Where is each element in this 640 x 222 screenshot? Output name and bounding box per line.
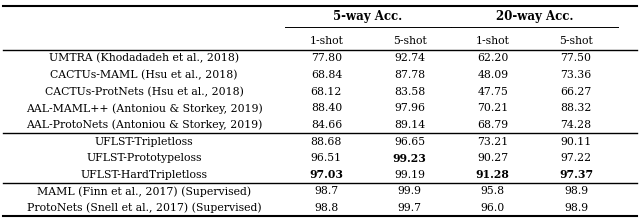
- Text: 73.21: 73.21: [477, 137, 508, 147]
- Text: 99.9: 99.9: [397, 186, 422, 196]
- Text: 1-shot: 1-shot: [476, 36, 509, 46]
- Text: CACTUs-MAML (Hsu et al., 2018): CACTUs-MAML (Hsu et al., 2018): [51, 70, 237, 80]
- Text: 73.36: 73.36: [561, 70, 591, 80]
- Text: 99.19: 99.19: [394, 170, 425, 180]
- Text: 77.80: 77.80: [311, 53, 342, 63]
- Text: 77.50: 77.50: [561, 53, 591, 63]
- Text: UFLST-HardTripletloss: UFLST-HardTripletloss: [81, 170, 207, 180]
- Text: UFLST-Prototypeloss: UFLST-Prototypeloss: [86, 153, 202, 163]
- Text: 47.75: 47.75: [477, 87, 508, 97]
- Text: 83.58: 83.58: [394, 87, 425, 97]
- Text: 96.0: 96.0: [481, 203, 505, 213]
- Text: 48.09: 48.09: [477, 70, 508, 80]
- Text: 98.7: 98.7: [314, 186, 339, 196]
- Text: 98.9: 98.9: [564, 186, 588, 196]
- Text: 74.28: 74.28: [561, 120, 591, 130]
- Text: 97.22: 97.22: [561, 153, 591, 163]
- Text: AAL-MAML++ (Antoniou & Storkey, 2019): AAL-MAML++ (Antoniou & Storkey, 2019): [26, 103, 262, 113]
- Text: 88.40: 88.40: [311, 103, 342, 113]
- Text: 96.65: 96.65: [394, 137, 425, 147]
- Text: 99.23: 99.23: [393, 153, 426, 164]
- Text: 97.03: 97.03: [309, 169, 344, 180]
- Text: 88.68: 88.68: [310, 137, 342, 147]
- Text: 99.7: 99.7: [397, 203, 422, 213]
- Text: 97.37: 97.37: [559, 169, 593, 180]
- Text: 87.78: 87.78: [394, 70, 425, 80]
- Text: 68.79: 68.79: [477, 120, 508, 130]
- Text: 96.51: 96.51: [311, 153, 342, 163]
- Text: 20-way Acc.: 20-way Acc.: [495, 10, 573, 23]
- Text: 90.11: 90.11: [561, 137, 591, 147]
- Text: 88.32: 88.32: [560, 103, 592, 113]
- Text: 5-way Acc.: 5-way Acc.: [333, 10, 403, 23]
- Text: 92.74: 92.74: [394, 53, 425, 63]
- Text: 98.8: 98.8: [314, 203, 339, 213]
- Text: AAL-ProtoNets (Antoniou & Storkey, 2019): AAL-ProtoNets (Antoniou & Storkey, 2019): [26, 120, 262, 130]
- Text: 98.9: 98.9: [564, 203, 588, 213]
- Text: UFLST-Tripletloss: UFLST-Tripletloss: [95, 137, 193, 147]
- Text: 1-shot: 1-shot: [310, 36, 343, 46]
- Text: 90.27: 90.27: [477, 153, 508, 163]
- Text: UMTRA (Khodadadeh et al., 2018): UMTRA (Khodadadeh et al., 2018): [49, 53, 239, 63]
- Text: 95.8: 95.8: [481, 186, 505, 196]
- Text: 97.96: 97.96: [394, 103, 425, 113]
- Text: 91.28: 91.28: [476, 169, 509, 180]
- Text: 68.84: 68.84: [311, 70, 342, 80]
- Text: 66.27: 66.27: [561, 87, 591, 97]
- Text: 62.20: 62.20: [477, 53, 509, 63]
- Text: 68.12: 68.12: [310, 87, 342, 97]
- Text: 5-shot: 5-shot: [393, 36, 426, 46]
- Text: CACTUs-ProtNets (Hsu et al., 2018): CACTUs-ProtNets (Hsu et al., 2018): [45, 86, 243, 97]
- Text: ProtoNets (Snell et al., 2017) (Supervised): ProtoNets (Snell et al., 2017) (Supervis…: [27, 203, 261, 213]
- Text: 84.66: 84.66: [311, 120, 342, 130]
- Text: 5-shot: 5-shot: [559, 36, 593, 46]
- Text: 70.21: 70.21: [477, 103, 508, 113]
- Text: MAML (Finn et al., 2017) (Supervised): MAML (Finn et al., 2017) (Supervised): [37, 186, 251, 197]
- Text: 89.14: 89.14: [394, 120, 425, 130]
